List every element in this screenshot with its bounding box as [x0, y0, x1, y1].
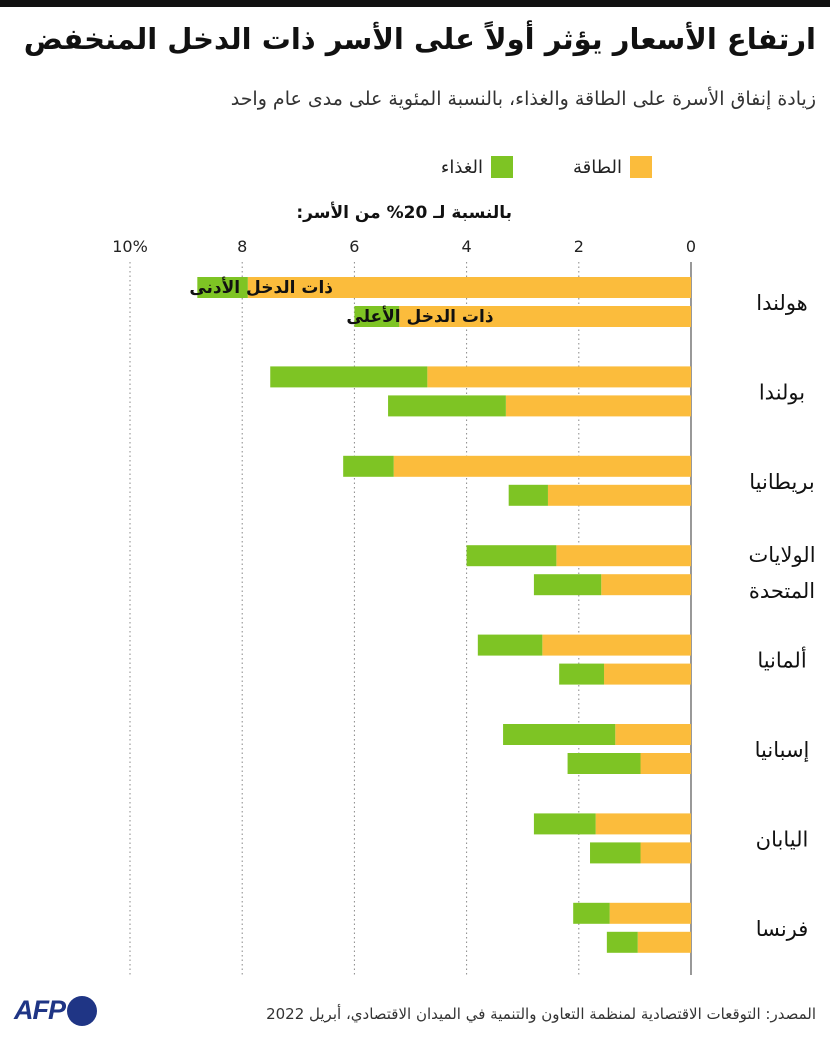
source-note: المصدر: التوقعات الاقتصادية لمنظمة التعا… [266, 1005, 816, 1023]
country-label-4: ألمانيا [757, 647, 806, 673]
chart-subtitle: زيادة إنفاق الأسرة على الطاقة والغذاء، ب… [230, 88, 816, 110]
bar-energy-high-3 [601, 574, 691, 596]
bar-food-high-5 [567, 753, 641, 774]
afp-logo: AFP [14, 995, 97, 1026]
top-bar [0, 0, 830, 7]
tick-label-10: 10% [112, 237, 148, 256]
bar-energy-low-2 [393, 455, 691, 477]
bar-energy-high-0 [399, 306, 691, 327]
country-label-7: فرنسا [756, 917, 809, 941]
bar-energy-low-7 [609, 902, 691, 924]
tick-label-8: 8 [237, 237, 247, 256]
bar-energy-high-2 [547, 484, 691, 506]
bar-food-low-0 [197, 277, 248, 298]
bar-chart: 0 2 4 6 8 10% ذات الدخل الأدنى ذات الدخل الأعلى… [112, 237, 816, 975]
bar-label-low: ذات الدخل الأدنى [189, 277, 333, 298]
tick-label-2: 2 [574, 237, 584, 256]
bar-energy-low-0 [247, 277, 691, 298]
bar-food-low-4 [477, 634, 543, 656]
legend-item-food: الغذاء [441, 156, 513, 178]
bar-energy-low-4 [542, 634, 691, 656]
country-label-5: إسبانيا [755, 738, 810, 763]
bar-food-high-4 [559, 663, 605, 685]
legend-swatch-energy [630, 156, 652, 178]
legend: الطاقة الغذاء [441, 156, 652, 178]
bar-energy-low-5 [615, 724, 691, 745]
bar-energy-high-7 [637, 931, 691, 953]
tick-label-0: 0 [686, 237, 696, 256]
bar-food-low-1 [270, 366, 428, 388]
legend-swatch-food [491, 156, 513, 178]
country-label-3: الولايات المتحدة [748, 543, 815, 603]
bar-energy-high-4 [604, 663, 691, 685]
axis-title: بالنسبة لـ 20% من الأسر: [296, 203, 512, 223]
bar-energy-low-3 [556, 545, 691, 567]
country-label-2: بريطانيا [749, 470, 814, 494]
bar-food-high-1 [388, 395, 506, 417]
legend-label-energy: الطاقة [573, 156, 622, 178]
bar-energy-low-6 [595, 813, 691, 835]
bar-food-high-7 [606, 931, 638, 953]
bar-energy-high-5 [640, 753, 691, 774]
bar-label-high: ذات الدخل الأعلى [346, 306, 493, 327]
bar-food-low-3 [466, 545, 557, 567]
bar-food-low-2 [343, 455, 394, 477]
chart-title: ارتفاع الأسعار يؤثر أولاً على الأسر ذات … [23, 22, 816, 56]
bar-energy-low-1 [427, 366, 691, 388]
bar-food-low-6 [533, 813, 596, 835]
country-label-6: اليابان [756, 827, 809, 851]
afp-logo-dot [67, 995, 97, 1026]
bar-food-high-6 [590, 842, 641, 864]
tick-label-4: 4 [462, 237, 472, 256]
legend-label-food: الغذاء [440, 156, 483, 178]
country-label-1: بولندا [759, 380, 805, 404]
bar-food-low-5 [503, 724, 616, 745]
country-label-0: هولندا [756, 291, 808, 315]
tick-label-6: 6 [349, 237, 359, 256]
legend-item-energy: الطاقة [573, 156, 652, 178]
bar-food-high-2 [508, 484, 548, 506]
bar-food-high-0 [354, 306, 400, 327]
bar-food-high-3 [533, 574, 602, 596]
afp-logo-text: AFP [14, 995, 66, 1025]
bar-food-low-7 [573, 902, 610, 924]
bar-energy-high-1 [505, 395, 691, 417]
bar-energy-high-6 [640, 842, 691, 864]
